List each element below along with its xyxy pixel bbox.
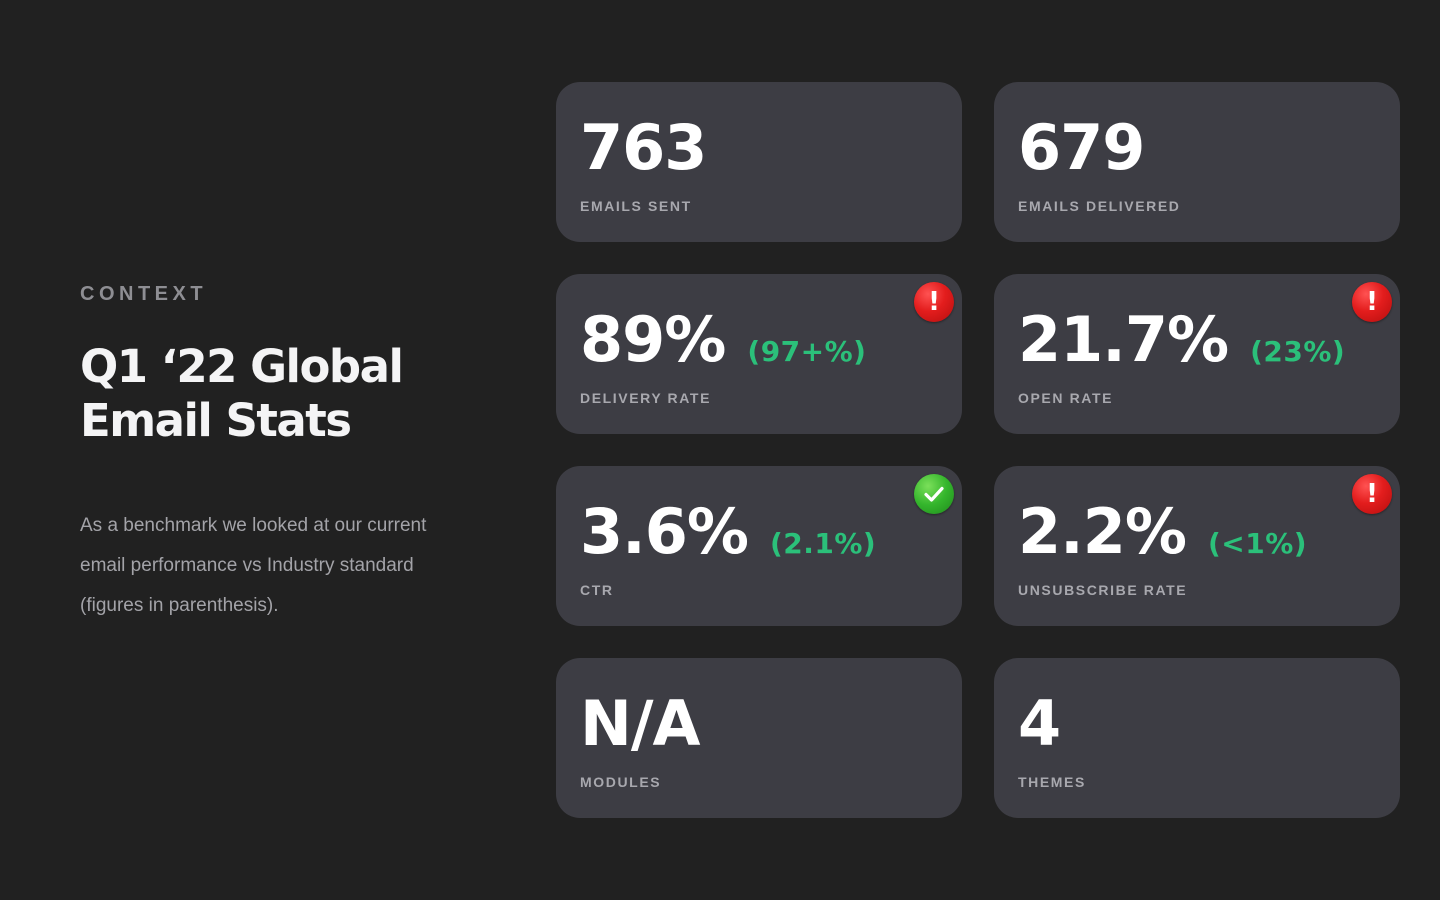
checkmark-icon [914,474,954,514]
stat-benchmark: (23%) [1250,335,1346,368]
stat-value: 89% [580,303,726,376]
stat-label: CTR [580,582,614,598]
exclamation-icon: ! [1352,474,1392,514]
stat-card-delivery-rate: 89% (97+%) DELIVERY RATE ! [556,274,962,434]
stat-label: DELIVERY RATE [580,390,712,406]
stat-card-emails-sent: 763 EMAILS SENT [556,82,962,242]
stat-value: 679 [1018,111,1145,184]
stat-card-ctr: 3.6% (2.1%) CTR [556,466,962,626]
stat-benchmark: (<1%) [1207,527,1308,560]
page-title-line-2: Email Stats [80,394,352,447]
stat-card-open-rate: 21.7% (23%) OPEN RATE ! [994,274,1400,434]
page-title-line-1: Q1 ‘22 Global [80,340,404,393]
stat-label: OPEN RATE [1018,390,1114,406]
stat-value: 3.6% [580,495,749,568]
stat-value: 2.2% [1018,495,1187,568]
stat-label: EMAILS DELIVERED [1018,198,1181,214]
exclamation-icon: ! [914,282,954,322]
page-title: Q1 ‘22 Global Email Stats [80,340,480,448]
stat-label: THEMES [1018,774,1086,790]
stat-value: N/A [580,687,701,760]
stat-card-modules: N/A MODULES [556,658,962,818]
stat-value: 4 [1018,687,1061,760]
context-panel: CONTEXT Q1 ‘22 Global Email Stats As a b… [80,280,480,626]
description: As a benchmark we looked at our current … [80,515,427,616]
section-eyebrow: CONTEXT [80,283,208,305]
exclamation-icon: ! [1352,282,1392,322]
stat-label: UNSUBSCRIBE RATE [1018,582,1188,598]
stat-label: EMAILS SENT [580,198,692,214]
stat-value: 763 [580,111,707,184]
stat-benchmark: (2.1%) [769,527,877,560]
stat-value: 21.7% [1018,303,1229,376]
stat-card-unsubscribe-rate: 2.2% (<1%) UNSUBSCRIBE RATE ! [994,466,1400,626]
stat-benchmark: (97+%) [747,335,867,368]
stat-card-themes: 4 THEMES [994,658,1400,818]
stat-label: MODULES [580,774,662,790]
stat-card-emails-delivered: 679 EMAILS DELIVERED [994,82,1400,242]
